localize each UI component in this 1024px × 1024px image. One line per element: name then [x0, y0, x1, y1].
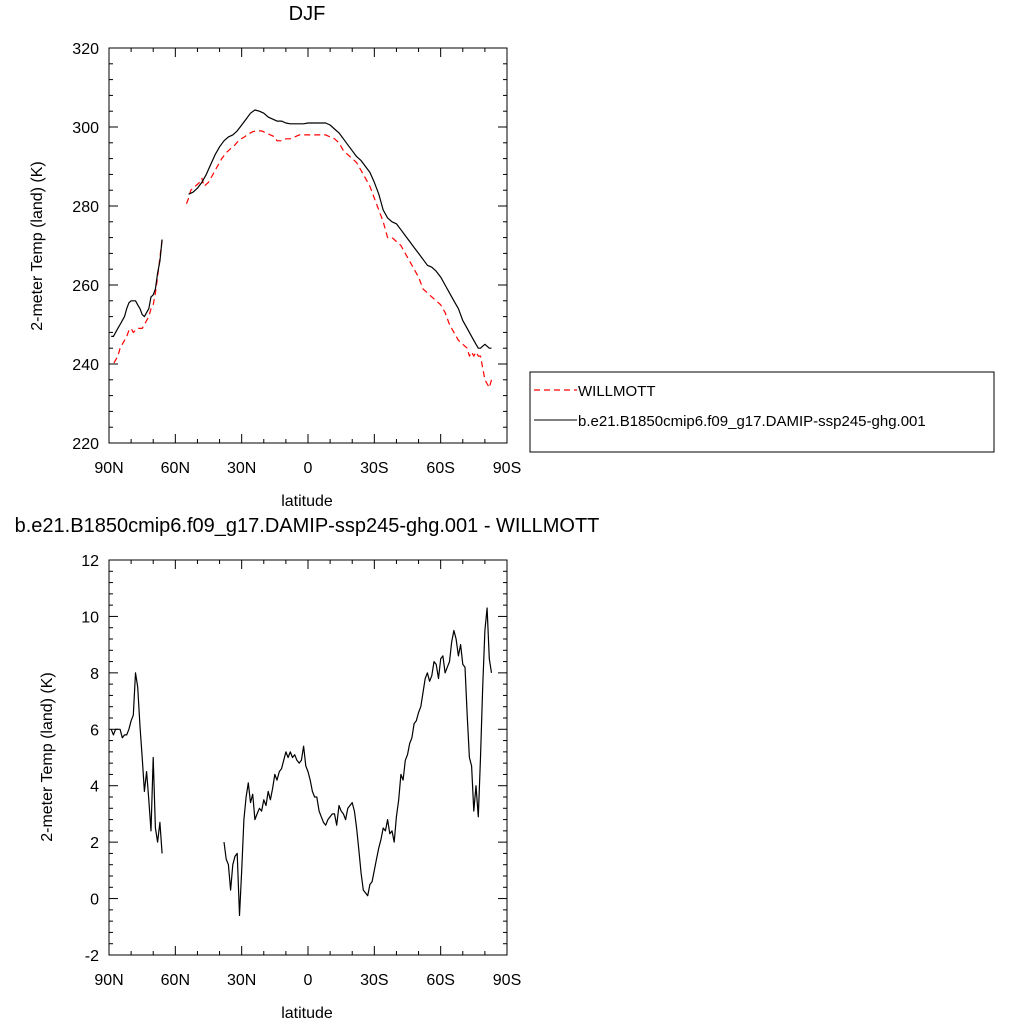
top-series-1-segment-0: [188, 109, 492, 349]
y-tick-label: 6: [90, 722, 99, 739]
x-tick-label: 90N: [94, 972, 123, 989]
y-tick-label: 240: [72, 357, 99, 374]
y-tick-label: 12: [81, 553, 99, 570]
x-tick-label: 0: [304, 972, 313, 989]
top-chart-ticks: 90N 60N 30N 0 30S 60S 90S 220 240 260 280 300 320: [72, 41, 521, 477]
x-tick-label: 90N: [94, 460, 123, 477]
y-tick-label: 320: [72, 41, 99, 58]
y-tick-label: 260: [72, 278, 99, 295]
x-tick-label: 30N: [227, 460, 256, 477]
top-series-1-segment-1: [111, 239, 163, 337]
x-tick-label: 30N: [227, 972, 256, 989]
top-chart: DJF 90N 60N 30N 0 30S 60S 90S 220 240 260 280 300 32…: [29, 3, 521, 510]
x-tick-label: 60S: [426, 972, 454, 989]
legend-label-model: b.e21.B1850cmip6.f09_g17.DAMIP-ssp245-gh…: [578, 413, 926, 430]
top-chart-series: [111, 109, 493, 389]
legend: WILLMOTT b.e21.B1850cmip6.f09_g17.DAMIP-…: [529, 371, 995, 453]
bottom-chart-frame: [108, 559, 508, 956]
y-tick-label: 10: [81, 609, 99, 626]
bottom-chart-ticks: 90N 60N 30N 0 30S 60S 90S -2 0 2 4 6 8 10 12: [81, 553, 521, 989]
x-tick-label: 60N: [161, 460, 190, 477]
y-tick-label: 220: [72, 436, 99, 453]
y-tick-label: 0: [90, 892, 99, 909]
bottom-chart-series: [110, 607, 493, 917]
y-tick-label: 4: [90, 779, 99, 796]
bottom-series-0-segment-1: [110, 672, 163, 854]
x-tick-label: 60S: [426, 460, 454, 477]
bottom-chart: b.e21.B1850cmip6.f09_g17.DAMIP-ssp245-gh…: [15, 515, 600, 1022]
top-chart-frame: [108, 47, 508, 444]
y-tick-label: 2: [90, 835, 99, 852]
top-chart-ylabel: 2-meter Temp (land) (K): [29, 161, 46, 331]
x-tick-label: 30S: [360, 460, 388, 477]
x-tick-label: 90S: [493, 972, 521, 989]
top-chart-title: DJF: [289, 3, 326, 25]
top-chart-xlabel: latitude: [281, 493, 333, 510]
y-tick-label: -2: [85, 948, 99, 965]
x-tick-label: 0: [304, 460, 313, 477]
legend-label-willmott: WILLMOTT: [578, 383, 656, 400]
top-series-0-segment-1: [111, 239, 163, 365]
bottom-series-0-segment-0: [223, 607, 493, 917]
bottom-chart-title: b.e21.B1850cmip6.f09_g17.DAMIP-ssp245-gh…: [15, 515, 600, 537]
y-tick-label: 280: [72, 199, 99, 216]
y-tick-label: 8: [90, 666, 99, 683]
x-tick-label: 60N: [161, 972, 190, 989]
x-tick-label: 30S: [360, 972, 388, 989]
y-tick-label: 300: [72, 120, 99, 137]
top-series-0-segment-0: [185, 130, 493, 389]
bottom-chart-xlabel: latitude: [281, 1005, 333, 1022]
legend-box: [529, 371, 995, 453]
bottom-chart-ylabel: 2-meter Temp (land) (K): [39, 672, 56, 842]
x-tick-label: 90S: [493, 460, 521, 477]
